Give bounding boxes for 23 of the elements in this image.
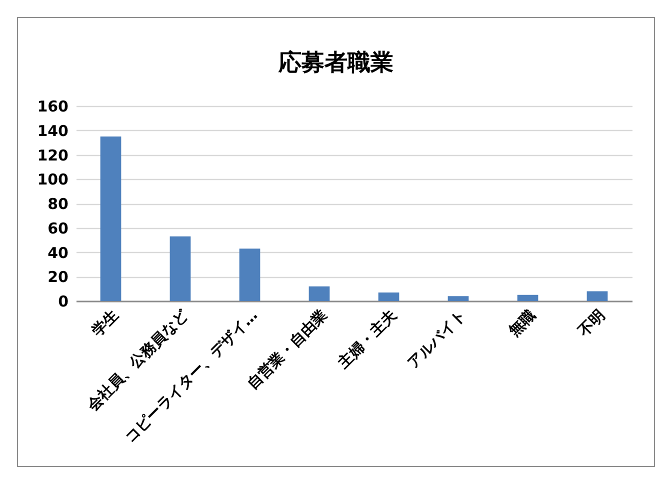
x-tick-label: 不明: [574, 306, 609, 341]
y-tick-label: 160: [37, 98, 68, 116]
bar: [239, 248, 260, 301]
x-tick-label: 無職: [504, 306, 540, 341]
bar: [100, 136, 122, 301]
y-tick-label: 80: [48, 195, 68, 213]
y-tick-label: 140: [37, 122, 68, 140]
y-tick-label: 100: [37, 170, 68, 189]
y-tick-label: 120: [37, 146, 68, 164]
x-tick-label: アルバイト: [404, 306, 470, 372]
y-tick-label: 60: [48, 219, 68, 238]
bar: [170, 236, 191, 301]
y-tick-label: 20: [48, 268, 68, 286]
x-tick-label: 主婦・主夫: [334, 305, 401, 373]
bar: [517, 294, 538, 301]
bar: [378, 292, 400, 301]
y-tick-label: 40: [48, 244, 68, 262]
x-tick-label: 学生: [88, 306, 122, 340]
bar: [586, 291, 608, 301]
bar: [308, 286, 330, 301]
y-tick-label: 0: [58, 292, 68, 310]
chart-title: 応募者職業: [278, 49, 394, 76]
bar: [448, 296, 469, 301]
